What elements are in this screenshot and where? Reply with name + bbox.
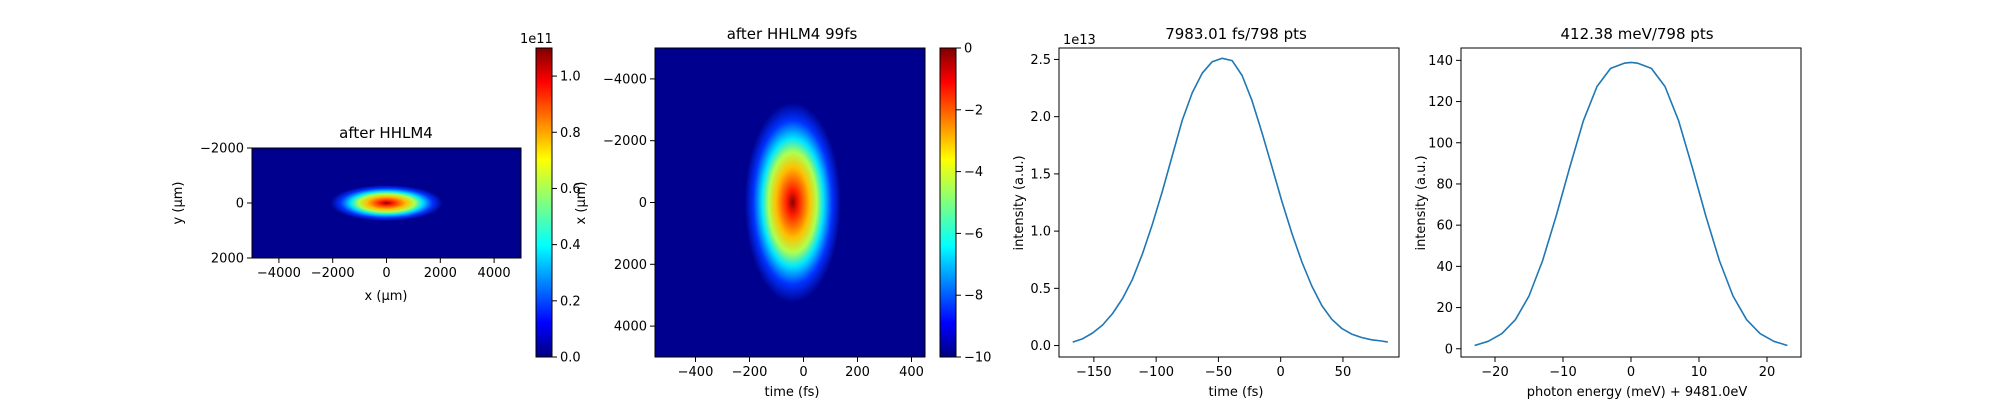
- heatmap-area: [252, 148, 521, 258]
- plot-area: −20 −10 0 10 20 0 20 40 60 80 100 120 140: [1428, 47, 1802, 380]
- panel-time-profile: 7983.01 fs/798 pts 1e13 −150 −100 −50 0 50 0.…: [1012, 25, 1400, 400]
- panel-beam-profile: after HHLM4 −4000 −2000 0 2000 4000 −2000 0 200…: [171, 32, 581, 366]
- colorbar-tick-label: 0.6: [560, 182, 581, 197]
- x-tick-label: 200: [845, 365, 870, 380]
- series-line: [1072, 57, 1388, 343]
- y-tick-label: 60: [1436, 219, 1453, 234]
- y-tick-label: 1.5: [1030, 167, 1051, 182]
- panel-title: 7983.01 fs/798 pts: [1165, 25, 1307, 43]
- panel-time-space: after HHLM4 99fs −400 −200 0 200 400−4000−20…: [574, 25, 991, 400]
- x-axis-label: photon energy (meV) + 9481.0eV: [1527, 385, 1748, 400]
- y-tick-label: 2000: [211, 252, 244, 267]
- y-tick-label: 120: [1428, 95, 1453, 110]
- y-offset-text: 1e13: [1063, 33, 1096, 48]
- panel-title: after HHLM4 99fs: [727, 25, 858, 43]
- colorbar-gradient: [940, 48, 956, 357]
- colorbar-tick-label: 0: [964, 42, 972, 57]
- x-tick-label: −200: [732, 365, 768, 380]
- colorbar-tick-label: 0.4: [560, 238, 581, 253]
- y-tick-label: 2000: [614, 258, 647, 273]
- x-axis-label: x (μm): [365, 289, 408, 304]
- x-tick-label: 400: [899, 365, 924, 380]
- panel-title: 412.38 meV/798 pts: [1560, 25, 1713, 43]
- beam-spot: [330, 185, 443, 221]
- colorbar-tick-label: −10: [964, 351, 991, 366]
- colorbar-frame: [939, 47, 957, 358]
- colorbar-tick-label: 0.2: [560, 294, 581, 309]
- x-tick-label: 0: [1627, 365, 1635, 380]
- x-axis-label: time (fs): [1209, 385, 1264, 400]
- pulse-spot: [744, 102, 841, 303]
- axes-frame: [1460, 47, 1802, 358]
- x-tick-label: −400: [678, 365, 714, 380]
- y-tick-label: −2000: [603, 134, 647, 149]
- y-tick-label: 100: [1428, 136, 1453, 151]
- panel-title: after HHLM4: [339, 124, 433, 142]
- colorbar-tick-label: −6: [964, 227, 983, 242]
- x-tick-label: −10: [1549, 365, 1576, 380]
- y-tick-label: −4000: [603, 72, 647, 87]
- x-tick-label: −100: [1138, 365, 1174, 380]
- y-tick-label: 0.5: [1030, 282, 1051, 297]
- x-tick-label: 10: [1691, 365, 1708, 380]
- colorbar-tick-label: −8: [964, 289, 983, 304]
- y-tick-label: 0: [236, 197, 244, 212]
- y-tick-label: 0: [1445, 342, 1453, 357]
- x-tick-label: −2000: [311, 266, 355, 281]
- axes-frame: [654, 47, 926, 358]
- colorbar: 0.0 0.2 0.4 0.6 0.8 1.0: [535, 47, 581, 366]
- axes-frame: [1058, 47, 1400, 358]
- colorbar-tick-label: 0.0: [560, 351, 581, 366]
- y-tick-label: 2.5: [1030, 53, 1051, 68]
- y-axis-label: intensity (a.u.): [1012, 155, 1027, 250]
- y-axis-label: x (μm): [574, 182, 589, 225]
- x-tick-label: 0: [1277, 365, 1285, 380]
- x-axis-label: time (fs): [765, 385, 820, 400]
- y-tick-label: 0.0: [1030, 339, 1051, 354]
- panel-spectrum: 412.38 meV/798 pts −20 −10 0 10 20 0 20 40 60 80 1…: [1414, 25, 1802, 400]
- x-tick-label: 4000: [478, 266, 511, 281]
- colorbar-tick-label: −4: [964, 165, 983, 180]
- y-tick-label: 80: [1436, 177, 1453, 192]
- x-tick-label: −50: [1205, 365, 1232, 380]
- x-tick-label: 50: [1335, 365, 1352, 380]
- series-line: [1474, 61, 1788, 347]
- y-axis-label: intensity (a.u.): [1414, 155, 1429, 250]
- colorbar-frame: [535, 47, 553, 358]
- heatmap-area: [655, 48, 925, 357]
- y-tick-label: 20: [1436, 301, 1453, 316]
- colorbar: 0 −2 −4 −6 −8 −10: [939, 42, 991, 366]
- y-tick-label: 2.0: [1030, 110, 1051, 125]
- x-tick-label: −4000: [257, 266, 301, 281]
- colorbar-tick-label: −2: [964, 103, 983, 118]
- y-tick-label: 40: [1436, 260, 1453, 275]
- colorbar-tick-label: 1.0: [560, 70, 581, 85]
- y-tick-label: 4000: [614, 320, 647, 335]
- y-tick-label: 1.0: [1030, 225, 1051, 240]
- x-tick-label: −20: [1481, 365, 1508, 380]
- x-tick-label: 20: [1759, 365, 1776, 380]
- x-tick-label: 0: [799, 365, 807, 380]
- x-tick-label: 2000: [424, 266, 457, 281]
- y-axis-label: y (μm): [171, 182, 186, 225]
- plot-area: −150 −100 −50 0 50 0.0 0.5 1.0 1.5 2.0 2.5: [1030, 47, 1400, 380]
- colorbar-gradient: [536, 48, 552, 357]
- y-tick-label: 140: [1428, 54, 1453, 69]
- x-tick-label: −150: [1076, 365, 1112, 380]
- x-tick-label: 0: [382, 266, 390, 281]
- axes-frame: [251, 147, 522, 259]
- y-tick-label: −2000: [200, 142, 244, 157]
- y-tick-label: 0: [639, 196, 647, 211]
- colorbar-tick-label: 0.8: [560, 126, 581, 141]
- colorbar-offset-text: 1e11: [520, 32, 553, 47]
